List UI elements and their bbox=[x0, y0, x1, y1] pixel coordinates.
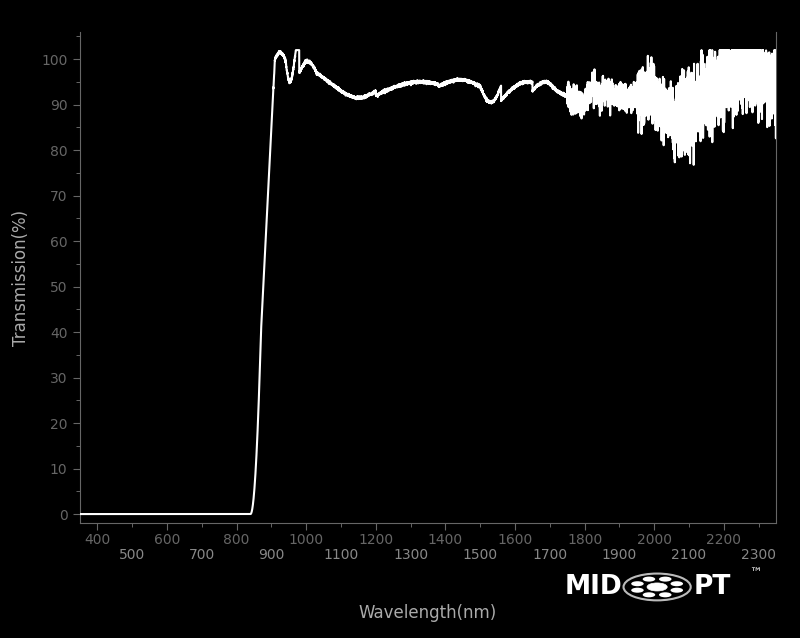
Circle shape bbox=[642, 592, 655, 597]
Circle shape bbox=[670, 588, 683, 593]
Text: MID: MID bbox=[565, 574, 622, 600]
Circle shape bbox=[659, 592, 671, 597]
Circle shape bbox=[631, 588, 644, 593]
X-axis label: Wavelength(nm): Wavelength(nm) bbox=[359, 604, 497, 622]
Text: ™: ™ bbox=[749, 567, 762, 580]
Circle shape bbox=[631, 581, 644, 586]
Circle shape bbox=[659, 577, 671, 582]
Y-axis label: Transmission(%): Transmission(%) bbox=[12, 209, 30, 346]
Circle shape bbox=[647, 583, 667, 591]
Circle shape bbox=[642, 577, 655, 582]
Circle shape bbox=[670, 581, 683, 586]
Text: PT: PT bbox=[694, 574, 731, 600]
